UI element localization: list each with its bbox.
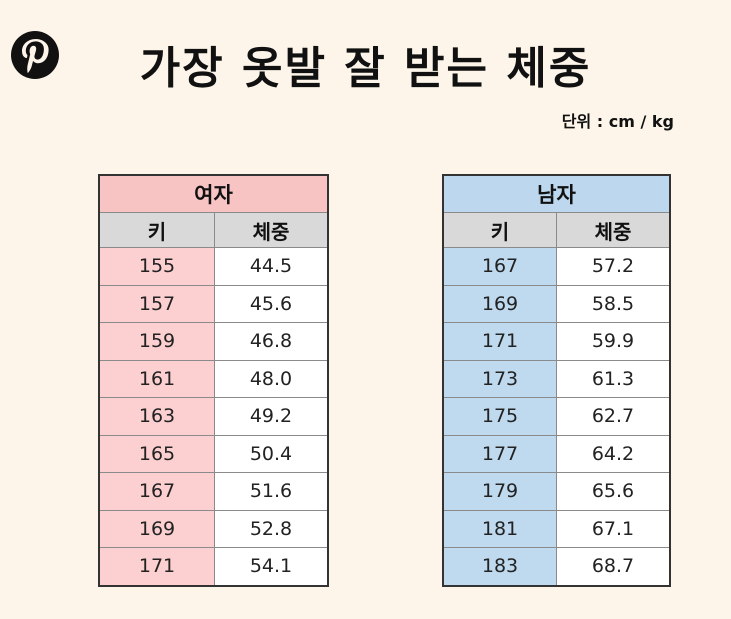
column-header-weight: 체중 xyxy=(556,212,671,248)
weight-cell: 52.8 xyxy=(214,509,329,548)
page-title: 가장 옷발 잘 받는 체중 xyxy=(139,43,592,94)
pinterest-icon xyxy=(10,30,60,80)
height-cell: 163 xyxy=(98,397,215,436)
table-row: 175 62.7 xyxy=(442,397,671,436)
weight-cell: 54.1 xyxy=(214,547,329,586)
weight-cell: 61.3 xyxy=(556,359,671,398)
table-row: 157 45.6 xyxy=(98,284,329,323)
table-row: 169 58.5 xyxy=(442,284,671,323)
weight-cell: 48.0 xyxy=(214,359,329,398)
height-cell: 169 xyxy=(442,284,557,323)
weight-cell: 67.1 xyxy=(556,509,671,548)
table-row: 167 57.2 xyxy=(442,247,671,286)
table-header-women: 여자 xyxy=(98,174,329,213)
table-row: 161 48.0 xyxy=(98,359,329,398)
column-header-height: 키 xyxy=(98,212,215,248)
table-row: 171 54.1 xyxy=(98,547,329,586)
table-row: 179 65.6 xyxy=(442,472,671,511)
weight-cell: 51.6 xyxy=(214,472,329,511)
table-row: 181 67.1 xyxy=(442,509,671,548)
table-header-men: 남자 xyxy=(442,174,671,213)
weight-cell: 68.7 xyxy=(556,547,671,586)
weight-cell: 57.2 xyxy=(556,247,671,286)
height-cell: 183 xyxy=(442,547,557,586)
table-row: 183 68.7 xyxy=(442,547,671,586)
table-row: 163 49.2 xyxy=(98,397,329,436)
height-cell: 169 xyxy=(98,509,215,548)
height-cell: 171 xyxy=(98,547,215,586)
weight-cell: 58.5 xyxy=(556,284,671,323)
weight-cell: 45.6 xyxy=(214,284,329,323)
height-cell: 171 xyxy=(442,322,557,361)
height-cell: 181 xyxy=(442,509,557,548)
height-cell: 165 xyxy=(98,434,215,473)
height-cell: 159 xyxy=(98,322,215,361)
height-cell: 167 xyxy=(98,472,215,511)
table-row: 177 64.2 xyxy=(442,434,671,473)
weight-cell: 65.6 xyxy=(556,472,671,511)
weight-cell: 50.4 xyxy=(214,434,329,473)
table-row: 173 61.3 xyxy=(442,359,671,398)
weight-cell: 64.2 xyxy=(556,434,671,473)
height-cell: 173 xyxy=(442,359,557,398)
height-cell: 177 xyxy=(442,434,557,473)
height-cell: 175 xyxy=(442,397,557,436)
height-cell: 167 xyxy=(442,247,557,286)
women-weight-table: 여자 키 체중 155 44.5 157 45.6 159 46.8 161 48.0 … xyxy=(98,174,329,587)
table-row: 165 50.4 xyxy=(98,434,329,473)
weight-cell: 49.2 xyxy=(214,397,329,436)
table-row: 159 46.8 xyxy=(98,322,329,361)
weight-cell: 46.8 xyxy=(214,322,329,361)
table-row: 155 44.5 xyxy=(98,247,329,286)
column-header-weight: 체중 xyxy=(214,212,329,248)
height-cell: 155 xyxy=(98,247,215,286)
table-row: 169 52.8 xyxy=(98,509,329,548)
table-row: 171 59.9 xyxy=(442,322,671,361)
column-header-height: 키 xyxy=(442,212,557,248)
weight-cell: 62.7 xyxy=(556,397,671,436)
weight-cell: 44.5 xyxy=(214,247,329,286)
weight-cell: 59.9 xyxy=(556,322,671,361)
table-row: 167 51.6 xyxy=(98,472,329,511)
height-cell: 179 xyxy=(442,472,557,511)
men-weight-table: 남자 키 체중 167 57.2 169 58.5 171 59.9 173 61.3 … xyxy=(442,174,671,587)
height-cell: 157 xyxy=(98,284,215,323)
height-cell: 161 xyxy=(98,359,215,398)
unit-label: 단위 : cm / kg xyxy=(561,112,674,131)
